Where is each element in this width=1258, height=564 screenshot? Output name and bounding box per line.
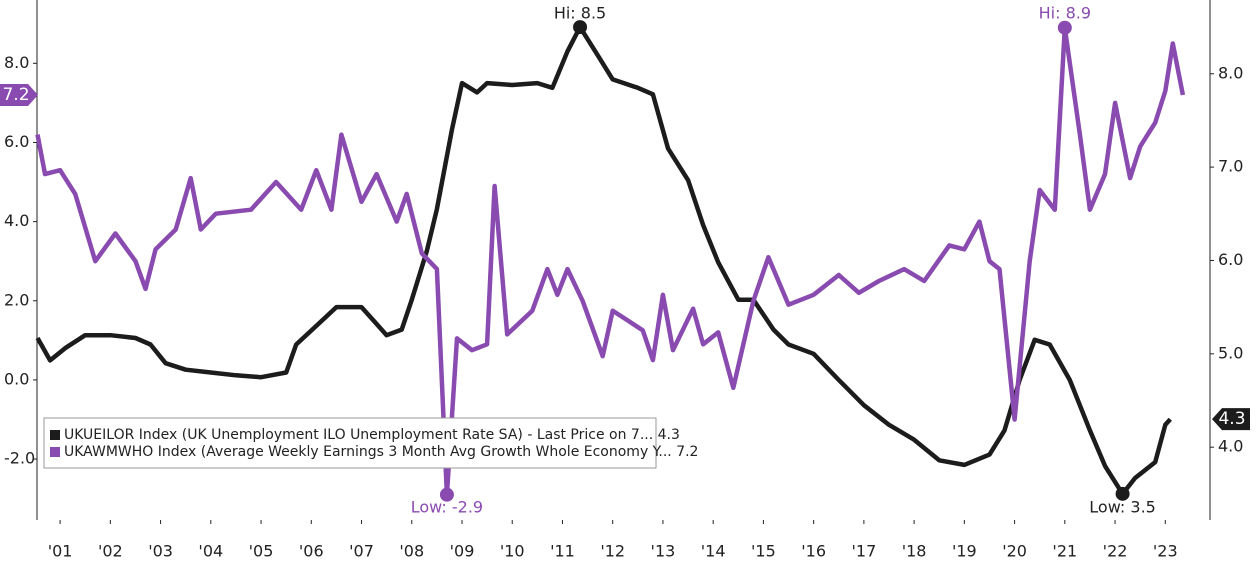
plot: [35, 24, 1186, 497]
x-tick-label: '08: [399, 542, 424, 561]
x-tick-label: '09: [450, 542, 475, 561]
x-tick-label: '04: [198, 542, 223, 561]
last-value-label: 4.3: [1218, 409, 1245, 429]
y2-tick-label: 8.0: [1218, 63, 1243, 82]
x-tick-label: '15: [751, 542, 776, 561]
extreme-point: [439, 487, 454, 502]
annotation: Hi: 8.9: [1039, 4, 1091, 23]
x-tick-label: '11: [550, 542, 575, 561]
x-tick-label: '14: [701, 542, 726, 561]
legend-label: UKAWMWHO Index (Average Weekly Earnings …: [64, 444, 698, 460]
legend-swatch: [50, 430, 60, 440]
legend-box: [43, 417, 657, 469]
x-tick-label: '12: [600, 542, 625, 561]
x-tick-label: '23: [1153, 542, 1178, 561]
y2-tick-label: 7.0: [1218, 157, 1243, 176]
last-value-tag: [0, 83, 38, 106]
x-tick-label: '18: [902, 542, 927, 561]
legend: UKUEILOR Index (UK Unemployment ILO Unem…: [43, 417, 698, 469]
x-tick-label: '19: [952, 542, 977, 561]
series-line: [35, 25, 1186, 497]
y-tick-label: 6.0: [4, 132, 29, 151]
extreme-point: [573, 20, 588, 35]
legend-swatch: [50, 447, 60, 457]
x-tick-label: '22: [1103, 542, 1128, 561]
annotation: Hi: 8.5: [554, 4, 606, 23]
y2-tick-label: 5.0: [1218, 343, 1243, 362]
x-tick-label: '13: [651, 542, 676, 561]
x-tick-label: '01: [48, 542, 73, 561]
x-tick-label: '16: [801, 542, 826, 561]
y-tick-label: 4.0: [4, 211, 29, 230]
y-tick-label: 2.0: [4, 290, 29, 309]
y-tick-label: 0.0: [4, 369, 29, 388]
y2-tick-label: 4.0: [1218, 437, 1243, 456]
y-tick-label: 8.0: [4, 53, 29, 72]
x-tick-label: '21: [1052, 542, 1077, 561]
last-value-label: 7.2: [2, 85, 29, 105]
x-tick-label: '07: [349, 542, 374, 561]
x-tick-label: '10: [500, 542, 525, 561]
x-tick-label: '17: [851, 542, 876, 561]
last-value-tag: [1212, 408, 1250, 431]
extreme-point: [1115, 486, 1130, 501]
extreme-point: [1057, 20, 1072, 35]
x-tick-label: '03: [148, 542, 173, 561]
x-tick-label: '06: [299, 542, 324, 561]
annotation: Low: -2.9: [411, 498, 483, 517]
x-tick-label: '02: [98, 542, 123, 561]
x-tick-label: '05: [249, 542, 274, 561]
y2-tick-label: 6.0: [1218, 250, 1243, 269]
y-tick-label: -2.0: [4, 449, 35, 468]
legend-label: UKUEILOR Index (UK Unemployment ILO Unem…: [64, 427, 680, 443]
x-tick-label: '20: [1002, 542, 1027, 561]
annotation: Low: 3.5: [1089, 498, 1156, 517]
